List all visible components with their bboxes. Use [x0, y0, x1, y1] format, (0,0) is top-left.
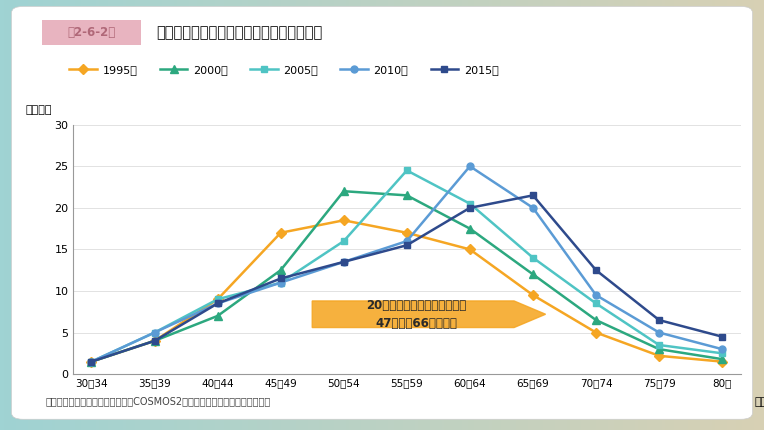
2005年	[591, 301, 601, 306]
2010年	[465, 164, 474, 169]
2005年	[655, 342, 664, 347]
2000年	[339, 189, 348, 194]
2010年	[339, 259, 348, 264]
2005年	[87, 359, 96, 364]
2010年	[591, 292, 601, 298]
2005年	[339, 239, 348, 244]
2005年	[529, 255, 538, 260]
2010年	[717, 347, 727, 352]
2000年	[655, 347, 664, 352]
2015年	[655, 317, 664, 322]
1995年	[402, 230, 411, 235]
2010年	[276, 280, 285, 285]
Legend: 1995年, 2000年, 2005年, 2010年, 2015年: 1995年, 2000年, 2005年, 2010年, 2015年	[65, 61, 503, 79]
Line: 2000年: 2000年	[87, 187, 727, 366]
Text: （万人）: （万人）	[26, 105, 52, 115]
2000年	[402, 193, 411, 198]
2005年	[150, 330, 159, 335]
2015年	[150, 338, 159, 344]
1995年	[529, 292, 538, 298]
2015年	[213, 301, 222, 306]
1995年	[465, 247, 474, 252]
FancyArrow shape	[312, 301, 545, 328]
2015年	[591, 267, 601, 273]
2015年	[717, 334, 727, 339]
Text: （歳）: （歳）	[754, 396, 764, 406]
1995年	[213, 297, 222, 302]
1995年	[87, 359, 96, 364]
Line: 2015年: 2015年	[88, 192, 726, 365]
Text: 年代別に見た中小企業の経営者年齢の分布: 年代別に見た中小企業の経営者年齢の分布	[157, 25, 323, 40]
2005年	[402, 168, 411, 173]
Text: 資料：（株）帝国データバンク「COSMOS2（企業概要ファイル）」再編加工: 資料：（株）帝国データバンク「COSMOS2（企業概要ファイル）」再編加工	[46, 396, 271, 406]
2015年	[529, 193, 538, 198]
2000年	[213, 313, 222, 319]
2015年	[87, 359, 96, 364]
2015年	[402, 243, 411, 248]
2010年	[529, 205, 538, 210]
Line: 2005年: 2005年	[88, 167, 726, 365]
2010年	[655, 330, 664, 335]
2015年	[339, 259, 348, 264]
1995年	[150, 338, 159, 344]
1995年	[717, 359, 727, 364]
2000年	[591, 317, 601, 322]
2000年	[276, 267, 285, 273]
2005年	[465, 201, 474, 206]
2005年	[717, 351, 727, 356]
1995年	[276, 230, 285, 235]
2010年	[213, 301, 222, 306]
Line: 2010年: 2010年	[88, 163, 726, 365]
2015年	[465, 205, 474, 210]
Line: 1995年: 1995年	[88, 217, 726, 365]
1995年	[591, 330, 601, 335]
2010年	[87, 359, 96, 364]
Text: 20年間で経営者年齢の山は、
47歳から66歳へ移動: 20年間で経営者年齢の山は、 47歳から66歳へ移動	[366, 299, 466, 330]
1995年	[655, 353, 664, 358]
2000年	[465, 226, 474, 231]
2005年	[276, 280, 285, 285]
2000年	[529, 272, 538, 277]
2005年	[213, 297, 222, 302]
2000年	[150, 338, 159, 344]
2010年	[150, 330, 159, 335]
2000年	[87, 359, 96, 364]
Text: 第2-6-2図: 第2-6-2図	[67, 26, 116, 39]
1995年	[339, 218, 348, 223]
2010年	[402, 239, 411, 244]
2000年	[717, 356, 727, 362]
2015年	[276, 276, 285, 281]
